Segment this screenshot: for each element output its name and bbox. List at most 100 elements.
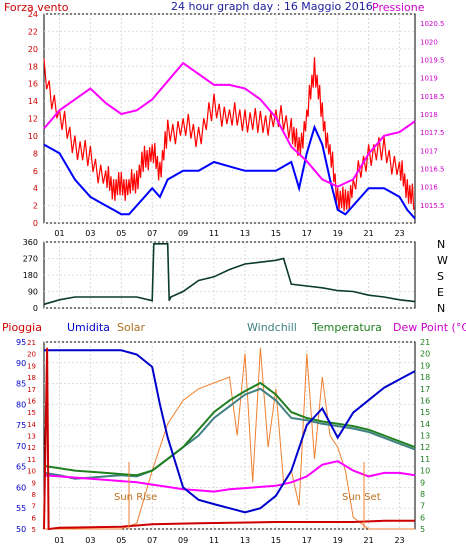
humidity-tick-label: 75 [16, 421, 26, 430]
temperature-tick-label: 11 [420, 455, 430, 464]
windchill-line [43, 387, 416, 480]
humidity-tick-label: 85 [16, 380, 26, 389]
temperature-tick-label: 13 [420, 432, 430, 441]
pressure-tick-label: 1017 [420, 147, 438, 155]
x-tick-label: 05 [116, 229, 126, 238]
humidity-tick-label: 70 [16, 442, 26, 451]
wind-gust-line [43, 57, 415, 212]
x-tick-label: 03 [85, 229, 95, 238]
wind-tick-label: 22 [28, 27, 38, 36]
wind-tick-label: 18 [28, 62, 38, 71]
temperature-tick-label: 8 [420, 490, 425, 499]
x-tick-label: 21 [364, 229, 374, 238]
pressure-tick-label: 1016 [420, 184, 438, 192]
temperature-tick-label: 20 [420, 350, 430, 359]
temperature-tick-labels: 5 5 6 6 7 7 8 8 9 9 10 10 11 11 12 12 13 13 14 14 15 15 16 16 17… [27, 338, 430, 534]
rain-scale-tick-label: 7 [32, 503, 36, 511]
wind-tick-label: 24 [28, 10, 38, 19]
x-tick-label: 01 [54, 536, 64, 545]
humidity-tick-label: 50 [16, 525, 26, 534]
x-tick-label: 07 [147, 536, 157, 545]
x-tick-label: 01 [54, 229, 64, 238]
temperature-tick-label: 9 [420, 478, 425, 487]
direction-tick-labels: 0 90 180 270 360 [23, 238, 38, 313]
humidity-tick-labels: 50 55 60 65 70 75 80 85 90 95 [16, 338, 26, 534]
temperature-line [43, 381, 416, 477]
windchill-label: Windchill [247, 321, 297, 334]
x-tick-label: 11 [209, 229, 219, 238]
x-tick-label: 19 [333, 536, 343, 545]
solar-label: Solar [117, 321, 146, 334]
compass-label: N [437, 238, 445, 251]
direction-line [43, 243, 416, 306]
humidity-line [44, 349, 416, 514]
pressure-tick-labels: 1015.5 1016 1016.5 1017 1017.5 1018 1018.5 1019… [420, 20, 445, 210]
x-tick-label: 15 [271, 229, 281, 238]
direction-grid [44, 241, 415, 309]
pressure-tick-label: 1018.5 [420, 93, 445, 101]
temperature-tick-label: 19 [420, 361, 430, 370]
rain-scale-tick-label: 8 [32, 491, 36, 499]
rain-scale-tick-label: 11 [27, 456, 36, 464]
x-tick-label: 09 [178, 536, 188, 545]
pressure-tick-label: 1020 [420, 38, 438, 46]
x-tick-label: 07 [147, 229, 157, 238]
pressure-tick-label: 1018 [420, 111, 438, 119]
rain-scale-tick-label: 18 [27, 374, 36, 382]
solar-line [44, 347, 415, 530]
pressure-tick-label: 1015.5 [420, 202, 445, 210]
rain-scale-tick-label: 19 [27, 362, 36, 370]
rain-scale-tick-label: 13 [27, 433, 36, 441]
direction-tick-label: 180 [23, 271, 38, 280]
temperature-tick-label: 7 [420, 502, 425, 511]
humidity-tick-label: 60 [16, 483, 26, 492]
wind-tick-label: 16 [28, 80, 38, 89]
humidity-tick-label: 90 [16, 359, 26, 368]
rain-scale-tick-label: 12 [27, 444, 36, 452]
temperature-tick-label: 17 [420, 385, 430, 394]
temperature-tick-label: 6 [420, 513, 425, 522]
x-tick-label: 13 [240, 536, 250, 545]
x-tick-label: 09 [178, 229, 188, 238]
wind-tick-label: 6 [33, 167, 38, 176]
x-tick-label: 17 [302, 536, 312, 545]
direction-tick-label: 270 [23, 255, 38, 264]
rain-line [43, 347, 415, 531]
rain-scale-tick-label: 21 [27, 339, 36, 347]
top-x-tick-labels: 01 03 05 07 09 11 13 15 17 19 21 23 [54, 229, 404, 238]
rain-scale-tick-label: 9 [32, 479, 36, 487]
wind-tick-label: 10 [28, 132, 38, 141]
rain-scale-tick-label: 5 [32, 526, 36, 534]
x-tick-label: 15 [271, 536, 281, 545]
temperature-label: Temperatura [311, 321, 382, 334]
bottom-series [43, 347, 416, 531]
wind-average-line [43, 124, 416, 220]
pressure-tick-label: 1020.5 [420, 20, 445, 28]
humidity-label: Umidita [67, 321, 110, 334]
direction-tick-label: 90 [28, 288, 38, 297]
x-tick-label: 03 [85, 536, 95, 545]
pressure-line [43, 61, 416, 188]
direction-tick-label: 0 [33, 304, 38, 313]
sunrise-annotation: Sun Rise [114, 492, 157, 503]
bottom-x-tick-labels: 01 03 05 07 09 11 13 15 17 19 21 23 [54, 536, 404, 545]
rain-label: Pioggia [2, 321, 42, 334]
temperature-tick-label: 15 [420, 408, 430, 417]
compass-label: S [437, 270, 444, 283]
temperature-tick-label: 16 [420, 396, 430, 405]
temperature-tick-label: 18 [420, 373, 430, 382]
compass-label: N [437, 302, 445, 315]
temperature-tick-label: 21 [420, 338, 430, 347]
x-tick-label: 19 [333, 229, 343, 238]
compass-label: W [437, 254, 448, 267]
humidity-tick-label: 55 [16, 504, 26, 513]
rain-scale-tick-label: 14 [27, 421, 36, 429]
wind-tick-label: 8 [33, 149, 38, 158]
wind-tick-label: 4 [33, 184, 38, 193]
x-tick-label: 11 [209, 536, 219, 545]
rain-scale-tick-label: 10 [27, 468, 36, 476]
pressure-tick-label: 1016.5 [420, 165, 445, 173]
dewpoint-label: Dew Point (°C) [393, 321, 466, 334]
